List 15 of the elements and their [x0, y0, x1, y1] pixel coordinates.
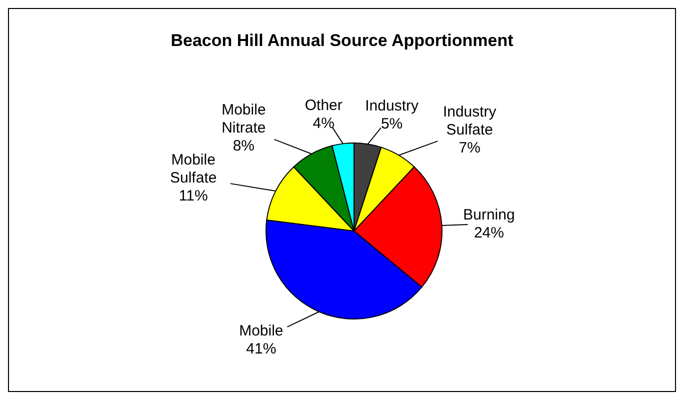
slice-label: Mobile Sulfate [170, 150, 217, 186]
chart-title: Beacon Hill Annual Source Apportionment [170, 30, 514, 51]
slice-label: Industry Sulfate [442, 102, 497, 138]
slice-label: Mobile Nitrate [222, 101, 266, 136]
data-label: 24% [474, 224, 504, 242]
data-label: 4% [312, 114, 334, 132]
slice-label: Other [304, 96, 342, 114]
data-label: 7% [458, 138, 480, 156]
data-label: 11% [178, 186, 208, 204]
slice-label: Mobile [239, 322, 284, 339]
slice-label: Burning [463, 206, 515, 224]
data-label: 41% [246, 340, 276, 357]
data-label: 5% [380, 114, 403, 132]
slice-label: Industry [365, 96, 419, 114]
data-label: 8% [232, 137, 255, 154]
